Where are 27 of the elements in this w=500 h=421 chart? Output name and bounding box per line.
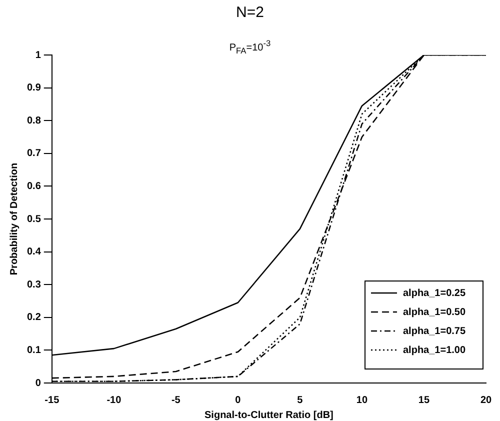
x-tick-label: 15 — [418, 394, 430, 406]
chart-subtitle: P$_{FA}$=10$^{-3}$ — [229, 38, 271, 56]
y-tick-label: 0.5 — [26, 214, 42, 225]
x-tick-label: 5 — [297, 394, 304, 406]
legend-label: alpha_1=1.00 — [403, 344, 466, 356]
x-tick-label: 20 — [480, 394, 492, 406]
chart-title: N=2 — [235, 4, 265, 21]
y-tick-label: 0.3 — [26, 279, 42, 290]
y-tick-label: 0.2 — [26, 312, 42, 324]
legend-label: alpha_1=0.25 — [403, 288, 466, 299]
x-axis-title: Signal-to-Clutter Ratio [dB] — [204, 410, 334, 421]
y-tick-label: 0.1 — [26, 344, 42, 356]
y-tick-label: 0 — [35, 378, 42, 389]
legend-label: alpha_1=0.50 — [403, 306, 466, 318]
y-tick-label: 0.6 — [26, 180, 42, 192]
x-tick-label: -5 — [171, 394, 181, 406]
y-axis-title: Probability of Detection — [8, 162, 20, 276]
y-tick-label: 0.8 — [26, 115, 42, 126]
y-tick-label: 0.7 — [26, 148, 42, 160]
x-tick-label: -15 — [44, 394, 60, 406]
x-tick-label: 10 — [356, 394, 368, 406]
x-tick-label: -10 — [106, 394, 122, 406]
x-tick-label: 0 — [235, 394, 242, 406]
y-tick-label: 1 — [35, 50, 42, 61]
y-tick-label: 0.4 — [26, 246, 42, 258]
y-tick-label: 0.9 — [26, 82, 42, 94]
legend-label: alpha_1=0.75 — [403, 326, 466, 337]
